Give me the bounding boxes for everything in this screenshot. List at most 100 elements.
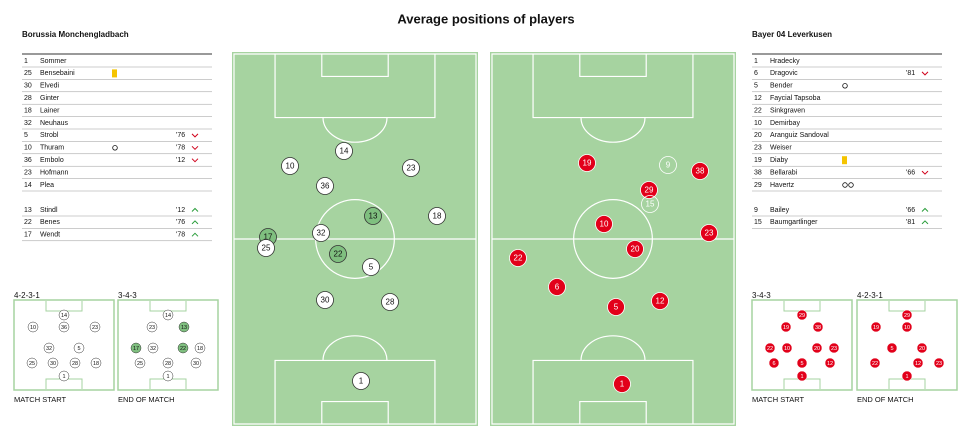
marker-number: 13: [369, 212, 378, 221]
marker-number: 32: [46, 346, 52, 352]
marker-number: 30: [321, 296, 330, 305]
goal-icon: [842, 182, 848, 188]
pitch-line: [321, 54, 389, 78]
player-marker: [162, 357, 174, 369]
marker-number: 19: [873, 325, 879, 331]
goal-icon: [112, 145, 118, 151]
player-marker: [364, 207, 382, 225]
marker-number: 18: [433, 212, 442, 221]
marker-number: 36: [61, 325, 67, 331]
pitch-line: [580, 117, 646, 143]
player-marker: [811, 342, 823, 354]
player-marker: [796, 370, 808, 382]
player-marker: [548, 278, 566, 296]
player-name: Havertz: [770, 182, 795, 189]
player-marker: [828, 342, 840, 354]
player-marker: [824, 357, 836, 369]
sub-minute: '78: [176, 232, 185, 239]
player-marker: [691, 162, 709, 180]
player-number: 29: [754, 182, 762, 189]
player-marker: [58, 321, 70, 333]
player-marker: [134, 357, 146, 369]
sub-minute: '66: [906, 169, 915, 176]
marker-number: 38: [815, 325, 821, 331]
marker-number: 29: [645, 186, 654, 195]
player-marker: [352, 372, 370, 390]
player-marker: [796, 357, 808, 369]
sub-minute: '12: [176, 207, 185, 214]
marker-number: 29: [799, 313, 805, 319]
marker-number: 18: [93, 361, 99, 367]
home-team: Borussia Monchengladbach: [22, 30, 129, 39]
player-marker: [869, 357, 881, 369]
player-name: Lainer: [40, 107, 60, 114]
player-marker: [870, 321, 882, 333]
marker-number: 5: [890, 346, 893, 352]
player-marker: [768, 357, 780, 369]
player-marker: [178, 321, 190, 333]
marker-number: 17: [264, 233, 273, 242]
player-marker: [901, 321, 913, 333]
player-marker: [659, 156, 677, 174]
pitch-line: [579, 400, 647, 424]
pitch-line: [532, 54, 694, 119]
player-marker: [700, 224, 718, 242]
player-number: 10: [754, 120, 762, 127]
player-name: Bailey: [770, 207, 790, 214]
sub-arrow: [191, 158, 199, 163]
marker-number: 32: [150, 346, 156, 352]
marker-number: 1: [800, 374, 803, 380]
sub-minute: '76: [176, 219, 185, 226]
marker-number: 22: [767, 346, 773, 352]
marker-number: 12: [656, 297, 665, 306]
marker-number: 1: [359, 377, 364, 386]
player-number: 22: [24, 219, 32, 226]
player-marker: [932, 321, 944, 333]
player-number: 5: [754, 83, 758, 90]
player-marker: [162, 309, 174, 321]
pitch-line: [322, 335, 388, 361]
player-marker: [316, 177, 334, 195]
player-name: Wendt: [40, 232, 60, 239]
sub-minute: '76: [176, 132, 185, 139]
marker-number: 12: [827, 361, 833, 367]
player-marker: [812, 321, 824, 333]
player-marker: [43, 342, 55, 354]
marker-number: 23: [407, 164, 416, 173]
marker-number: 10: [286, 162, 295, 171]
marker-number: 23: [149, 325, 155, 331]
player-number: 1: [24, 58, 28, 65]
player-marker: [796, 309, 808, 321]
marker-number: 32: [317, 229, 326, 238]
player-marker: [58, 309, 70, 321]
sub-minute: '78: [176, 145, 185, 152]
marker-number: 30: [193, 361, 199, 367]
player-marker: [162, 370, 174, 382]
marker-number: 15: [893, 361, 899, 367]
player-marker: [613, 375, 631, 393]
player-marker: [90, 357, 102, 369]
player-marker: [916, 342, 928, 354]
player-number: 13: [24, 207, 32, 214]
marker-number: 9: [936, 325, 939, 331]
away-pitch: [490, 52, 736, 426]
player-name: Stindl: [40, 207, 58, 214]
marker-number: 25: [29, 361, 35, 367]
player-marker: [89, 321, 101, 333]
marker-number: 28: [386, 298, 395, 307]
goal-icon: [842, 83, 848, 89]
player-marker: [312, 224, 330, 242]
marker-number: 13: [181, 325, 187, 331]
pitch-line: [532, 359, 694, 424]
player-marker: [58, 370, 70, 382]
player-number: 28: [24, 95, 32, 102]
marker-number: 19: [783, 325, 789, 331]
player-name: Elvedi: [40, 83, 60, 90]
marker-number: 29: [904, 313, 910, 319]
player-marker: [177, 342, 189, 354]
player-number: 1: [754, 58, 758, 65]
sub-arrow: [191, 133, 199, 138]
marker-number: 5: [800, 361, 803, 367]
marker-number: 12: [915, 361, 921, 367]
goal-icon: [848, 182, 854, 188]
